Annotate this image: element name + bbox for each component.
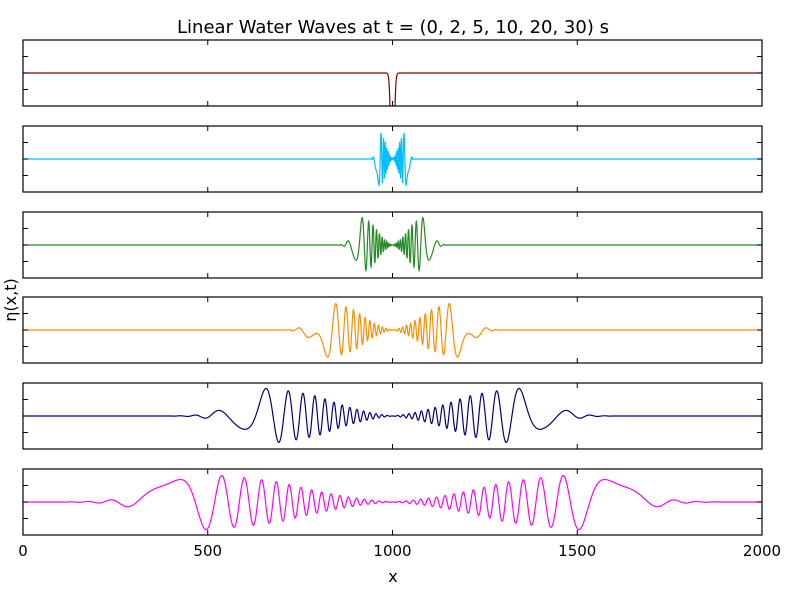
x-axis-label: x <box>388 567 397 586</box>
x-tick-labels: 0 500 1000 1500 2000 <box>18 542 781 560</box>
panel-t10 <box>22 296 763 364</box>
x-tick-label: 0 <box>18 542 28 560</box>
panels-group <box>22 39 763 536</box>
x-tick-label: 1000 <box>373 542 411 560</box>
chart-title: Linear Water Waves at t = (0, 2, 5, 10, … <box>177 17 609 38</box>
x-tick-label: 1500 <box>558 542 596 560</box>
panel-t5 <box>22 211 763 279</box>
y-axis-label: η(x,t) <box>1 278 20 321</box>
x-tick-label: 500 <box>193 542 222 560</box>
series-line-t2 <box>23 132 762 188</box>
panel-t20 <box>22 382 763 450</box>
series-line-t30 <box>23 474 762 531</box>
series-line-t20 <box>23 387 762 444</box>
panel-t2 <box>22 125 763 193</box>
series-line-t0 <box>23 72 762 106</box>
series-line-t10 <box>23 302 762 358</box>
series-line-t5 <box>23 216 762 273</box>
panel-t0 <box>22 39 763 107</box>
panel-t30 <box>22 468 763 536</box>
x-tick-label: 2000 <box>743 542 781 560</box>
